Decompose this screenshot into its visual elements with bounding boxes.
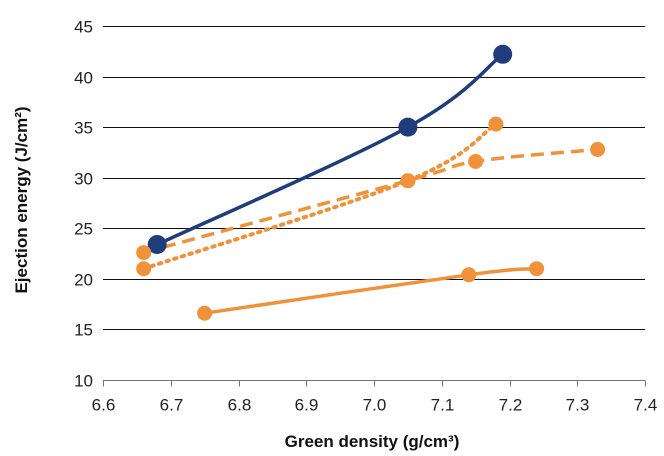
axes <box>103 380 646 387</box>
data-point <box>136 245 152 261</box>
y-tick-label: 20 <box>74 271 93 290</box>
series-line-solid <box>155 52 505 247</box>
data-point <box>468 154 484 169</box>
data-point <box>197 305 213 321</box>
x-tick-label: 6.6 <box>92 396 116 415</box>
y-tick-label: 15 <box>74 321 93 340</box>
data-point <box>488 116 504 132</box>
y-tick-label: 40 <box>74 69 93 88</box>
x-tick-label: 6.7 <box>160 396 184 415</box>
x-tick-label: 7.2 <box>499 396 523 415</box>
x-tick-label: 7.0 <box>363 396 387 415</box>
data-markers <box>136 44 606 321</box>
series-line-dashed <box>143 147 598 255</box>
y-tick-label: 10 <box>74 372 93 391</box>
y-tick-label: 25 <box>74 220 93 239</box>
y-tick-label: 45 <box>74 18 93 37</box>
data-point <box>398 117 418 137</box>
series-lines <box>141 52 598 315</box>
data-point <box>461 267 477 283</box>
y-axis-title: Ejection energy (J/cm²) <box>12 106 31 293</box>
x-tick-label: 7.4 <box>634 396 658 415</box>
y-tick-label: 30 <box>74 170 93 189</box>
data-point <box>529 261 545 277</box>
x-axis-title: Green density (g/cm³) <box>285 432 460 451</box>
x-tick-label: 7.3 <box>566 396 590 415</box>
tick-labels: 10 15 20 25 30 35 40 45 6.6 6.7 6.8 6.9 7.0 7.1 7.2 7.3… <box>74 18 657 415</box>
data-point <box>590 141 606 157</box>
data-point <box>147 235 167 254</box>
x-tick-label: 6.8 <box>228 396 252 415</box>
data-point <box>400 173 416 189</box>
x-tick-label: 6.9 <box>295 396 319 415</box>
data-point <box>493 44 513 64</box>
gridlines <box>103 26 645 330</box>
series-line-dotted <box>141 122 498 271</box>
series-line-solid <box>202 266 539 315</box>
y-tick-label: 35 <box>74 119 93 138</box>
data-point <box>136 261 152 277</box>
x-tick-label: 7.1 <box>431 396 455 415</box>
